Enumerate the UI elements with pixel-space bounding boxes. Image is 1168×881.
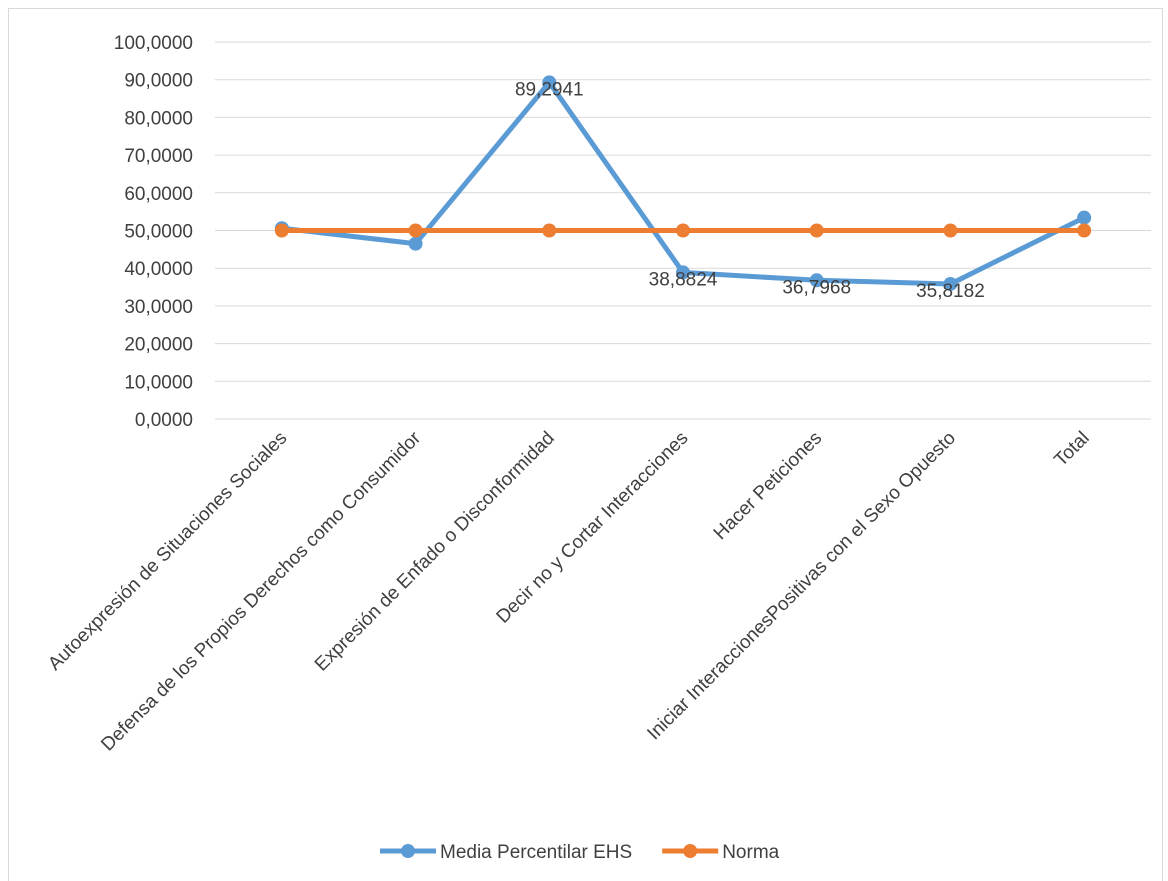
data-label: 35,8182 <box>916 281 985 302</box>
data-point <box>542 75 557 90</box>
data-point <box>809 223 824 238</box>
data-labels: 89,2941 38,8824 36,7968 35,8182 <box>515 79 985 302</box>
x-tick-label: Total <box>1050 428 1093 471</box>
y-axis-ticks: 0,0000 10,0000 20,0000 30,0000 40,0000 50,000… <box>114 33 193 431</box>
y-tick-label: 90,0000 <box>124 71 193 92</box>
legend-entry: Media Percentilar EHS <box>440 842 632 863</box>
series-lines <box>274 75 1092 291</box>
y-tick-label: 40,0000 <box>124 259 193 280</box>
y-tick-label: 70,0000 <box>124 146 193 167</box>
data-label: 36,7968 <box>782 277 851 298</box>
y-tick-label: 50,0000 <box>124 222 193 243</box>
y-tick-label: 0,0000 <box>135 410 193 431</box>
y-tick-label: 30,0000 <box>124 297 193 318</box>
data-point <box>943 276 958 291</box>
legend-swatch-marker <box>401 844 415 858</box>
data-label: 38,8824 <box>649 269 718 290</box>
x-axis-ticks: Autoexpresión de Situaciones SocialesDef… <box>44 427 1093 755</box>
y-tick-label: 60,0000 <box>124 184 193 205</box>
legend-entry: Norma <box>722 842 779 863</box>
data-point <box>408 223 423 238</box>
data-point <box>809 273 824 288</box>
x-tick-label: Defensa de los Propios Derechos como Con… <box>97 427 425 755</box>
data-point <box>542 223 557 238</box>
data-point <box>676 265 690 280</box>
x-tick-label: Expresión de Enfado o Disconformidad <box>311 428 559 676</box>
chart-frame <box>8 8 1163 881</box>
legend-swatch-marker <box>683 844 698 858</box>
y-tick-label: 100,0000 <box>114 33 193 54</box>
y-tick-label: 20,0000 <box>124 335 193 356</box>
y-tick-label: 10,0000 <box>124 372 193 393</box>
y-tick-label: 80,0000 <box>124 108 193 129</box>
legend: Media Percentilar EHS Norma <box>380 842 780 863</box>
data-point <box>676 223 690 238</box>
data-point <box>1077 223 1092 238</box>
data-point <box>408 236 423 251</box>
data-point <box>943 223 958 238</box>
data-label: 89,2941 <box>515 79 584 100</box>
x-tick-label: Iniciar InteraccionesPositivas con el Se… <box>643 428 960 745</box>
x-tick-label: Autoexpresión de Situaciones Sociales <box>44 428 291 675</box>
data-point <box>1077 210 1092 225</box>
data-point <box>274 223 289 238</box>
series-line <box>279 79 1087 287</box>
x-tick-label: Hacer Peticiones <box>710 428 826 544</box>
